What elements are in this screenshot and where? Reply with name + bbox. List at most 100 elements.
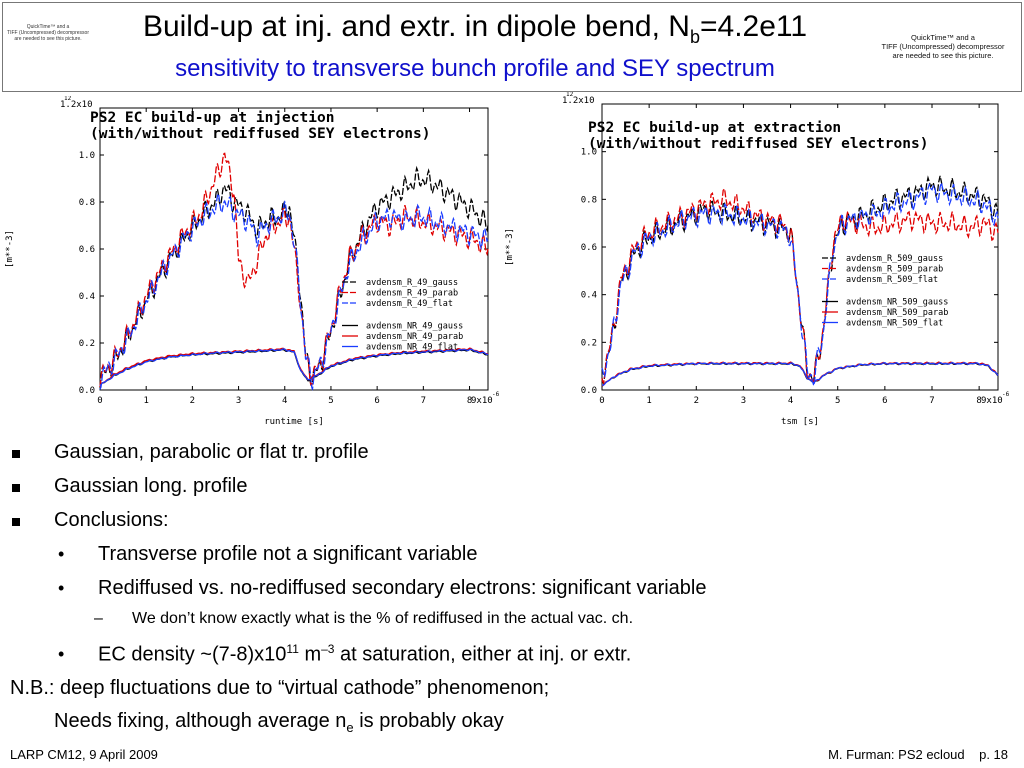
y-multiplier: 1.2x10 [60, 100, 93, 110]
placeholder-text: are needed to see this picture. [14, 36, 82, 42]
footer-right: M. Furman: PS2 ecloud p. 18 [828, 747, 1008, 762]
series-line [99, 192, 489, 391]
sub-bullet-text: Rediffused vs. no-rediffused secondary e… [98, 577, 707, 599]
title-prefix: Build-up at inj. and extr. in dipole ben… [142, 10, 690, 43]
x-tick-label: 7 [929, 396, 934, 406]
bullet-text: Gaussian, parabolic or flat tr. profile [54, 441, 369, 463]
x-tick-label: 2 [694, 396, 699, 406]
y-tick-label: 1.0 [581, 148, 597, 158]
ec-density-unit-exponent: –3 [321, 642, 335, 656]
x-tick-label: 2 [190, 396, 195, 406]
x-tick-label: 3 [236, 396, 241, 406]
x-tick-label: 3 [741, 396, 746, 406]
x-exponent: -6 [492, 391, 500, 398]
y-tick-label: 1.0 [79, 151, 95, 161]
x-multiplier: 9x10 [471, 396, 493, 406]
placeholder-text: TIFF (Uncompressed) decompressor [7, 30, 89, 36]
y-tick-label: 0.4 [79, 292, 95, 302]
sub-bullet-text: Transverse profile not a significant var… [98, 543, 478, 565]
x-tick-label: 0 [97, 396, 102, 406]
chart-svg: 0 1 2 3 4 5 6 7 80.00.20.40.60.81.01.2x10129x10-… [505, 92, 1010, 427]
slide-subtitle: sensitivity to transverse bunch profile … [175, 55, 775, 82]
extraction-plot: 0 1 2 3 4 5 6 7 8 0.0 0.2 0.4 0.6 0.8 1.0 1.2x10 12 9x10-… [500, 92, 1024, 436]
series-line [601, 180, 999, 387]
legend-entry: avdensm_NR_509_parab [846, 308, 948, 318]
slide-title: Build-up at inj. and extr. in dipole ben… [95, 10, 855, 48]
x-tick-label: 6 [882, 396, 887, 406]
y-tick-label: 0.2 [79, 339, 95, 349]
series-line [99, 348, 489, 386]
dot-bullet-icon: • [58, 544, 65, 564]
placeholder-text: QuickTime™ and a [911, 33, 975, 42]
dash-bullet-icon: – [94, 610, 103, 627]
legend-entry: avdensm_R_509_flat [846, 275, 938, 285]
quicktime-placeholder-left: QuickTime™ and a TIFF (Uncompressed) dec… [4, 24, 92, 42]
legend-entry: avdensm_NR_49_parab [366, 332, 463, 342]
title-frame [2, 2, 1022, 92]
legend-entry: avdensm_R_509_parab [846, 265, 943, 275]
ec-density-unit: m [298, 643, 322, 666]
ec-density-exponent: 11 [286, 642, 299, 656]
y-axis-label: [m**-3] [5, 230, 15, 268]
square-bullet-icon [12, 450, 20, 458]
nb-suffix: is probably okay [353, 710, 504, 732]
placeholder-text: TIFF (Uncompressed) decompressor [881, 42, 1005, 51]
title-suffix: =4.2e11 [699, 10, 808, 43]
x-tick-label: 1 [646, 396, 651, 406]
x-tick-label: 8 [467, 396, 472, 406]
injection-plot: 0 1 2 3 4 5 6 7 8 0.0 0.2 0.4 0.6 0.8 1.0 1.2x10 12 9x10-… [0, 96, 500, 436]
footer-left: LARP CM12, 9 April 2009 [10, 747, 158, 762]
ec-density-prefix: EC density ~(7-8)x10 [98, 643, 287, 666]
nb-subscript: e [346, 720, 354, 735]
chart-title: PS2 EC build-up at injection [90, 110, 334, 126]
placeholder-text: are needed to see this picture. [892, 51, 994, 60]
y-tick-label: 0.8 [79, 198, 95, 208]
y-tick-label: 0.0 [79, 386, 95, 396]
y-tick-label: 0.0 [581, 386, 597, 396]
legend-entry: avdensm_NR_49_gauss [366, 322, 463, 332]
nb-prefix: Needs fixing, although average n [54, 710, 347, 732]
legend-entry: avdensm_R_49_flat [366, 299, 453, 309]
x-tick-label: 5 [835, 396, 840, 406]
placeholder-text: QuickTime™ and a [26, 24, 70, 30]
chart-title-line2: (with/without rediffused SEY electrons) [588, 136, 928, 152]
bullet-text: Conclusions: [54, 509, 169, 531]
x-tick-label: 4 [282, 396, 287, 406]
bullet-text: Gaussian long. profile [54, 475, 248, 497]
nb-text: N.B.: deep fluctuations due to “virtual … [10, 677, 550, 699]
legend-entry: avdensm_NR_509_gauss [846, 298, 948, 308]
ec-density-suffix: at saturation, either at inj. or extr. [334, 643, 632, 666]
y-exponent: 12 [64, 96, 72, 102]
y-axis-label: [m**-3] [505, 228, 515, 266]
chart-svg: 0 1 2 3 4 5 6 7 80.00.20.40.60.81.01.2x10129x10-… [5, 96, 500, 427]
legend-entry: avdensm_R_49_parab [366, 289, 458, 299]
x-axis-label: runtime [s] [264, 417, 324, 427]
x-exponent: -6 [1002, 391, 1010, 398]
x-tick-label: 1 [143, 396, 148, 406]
x-tick-label: 8 [976, 396, 981, 406]
legend-entry: avdensm_NR_49_flat [366, 343, 458, 353]
x-axis-label: tsm [s] [781, 417, 819, 427]
x-tick-label: 6 [374, 396, 379, 406]
quicktime-placeholder-right: QuickTime™ and a TIFF (Uncompressed) dec… [870, 33, 1016, 60]
series-line [601, 187, 999, 385]
legend-entry: avdensm_NR_509_flat [846, 319, 943, 329]
legend-entry: avdensm_R_49_gauss [366, 278, 458, 288]
square-bullet-icon [12, 518, 20, 526]
x-tick-label: 4 [788, 396, 793, 406]
nb-text-continued: Needs fixing, although average ne is pro… [54, 710, 504, 735]
y-tick-label: 0.8 [581, 195, 597, 205]
dot-bullet-icon: • [58, 644, 65, 664]
x-multiplier: 9x10 [981, 396, 1003, 406]
x-tick-label: 0 [599, 396, 604, 406]
series-line [601, 175, 999, 385]
chart-title-line2: (with/without rediffused SEY electrons) [90, 126, 430, 142]
series-line [99, 347, 489, 386]
y-tick-label: 0.6 [581, 243, 597, 253]
square-bullet-icon [12, 484, 20, 492]
chart-title: PS2 EC build-up at extraction [588, 120, 841, 136]
series-line [99, 348, 489, 387]
title-subscript: b [689, 27, 700, 47]
y-tick-label: 0.4 [581, 291, 597, 301]
slide-header: QuickTime™ and a TIFF (Uncompressed) dec… [0, 0, 1024, 92]
